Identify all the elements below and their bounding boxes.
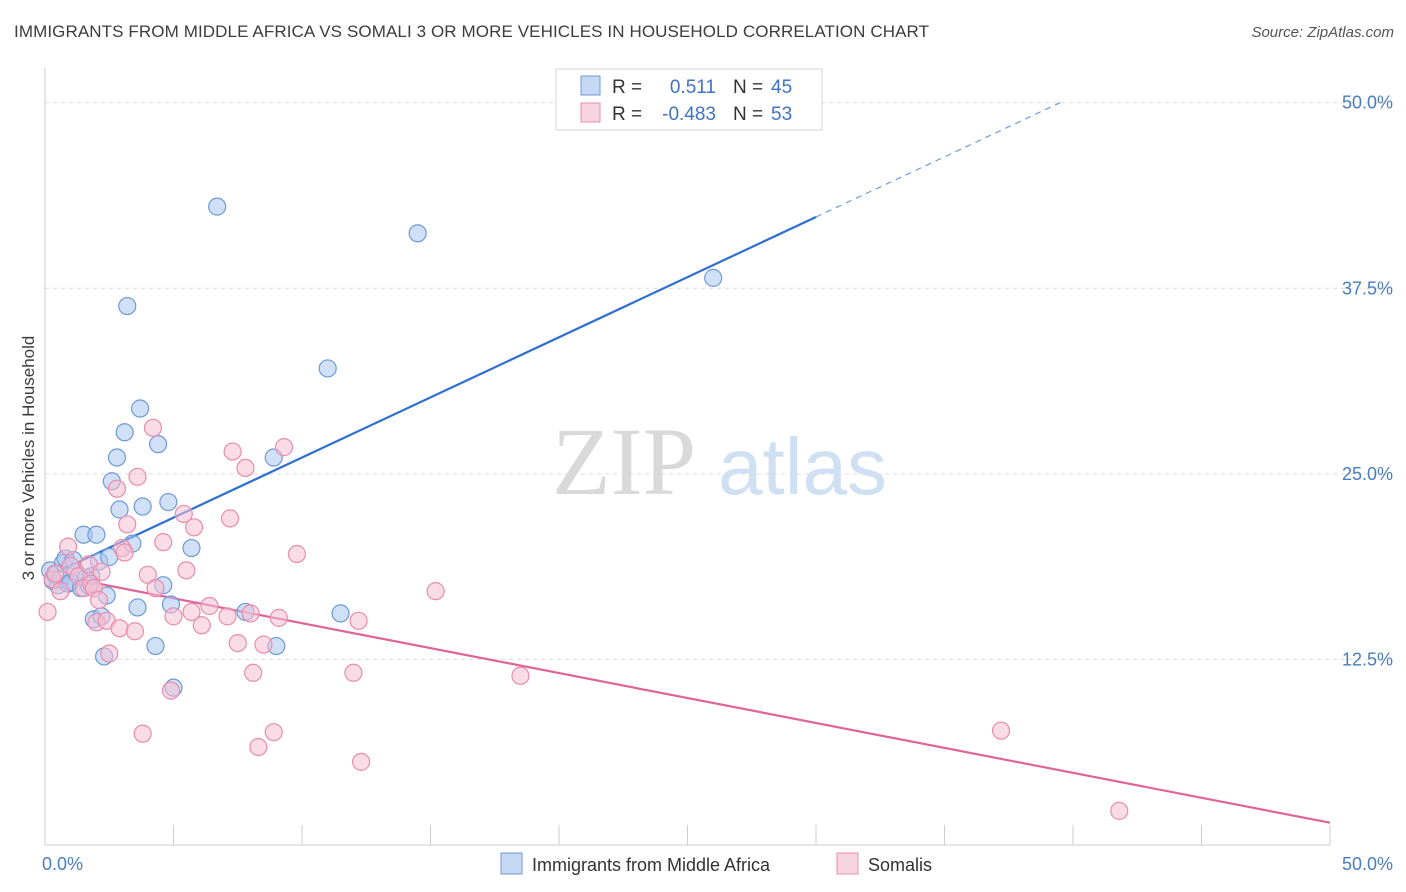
data-point <box>408 224 427 243</box>
data-point <box>349 611 368 630</box>
y-tick-label-2: 37.5% <box>1342 278 1393 298</box>
stats-r-label-middle-africa: R = <box>612 77 642 98</box>
data-point <box>344 663 363 682</box>
data-point <box>46 564 65 583</box>
data-point <box>192 616 211 635</box>
data-point <box>110 500 129 519</box>
data-point <box>92 562 111 581</box>
data-point <box>128 598 147 617</box>
data-point <box>352 752 371 771</box>
data-point <box>704 268 723 287</box>
data-point <box>426 582 445 601</box>
stats-r-value-middle-africa: 0.511 <box>670 77 716 98</box>
data-point <box>89 590 109 610</box>
data-points <box>38 197 1129 820</box>
legend-label-somalis: Somalis <box>868 855 932 875</box>
stats-r-value-somalis: -0.483 <box>662 104 716 125</box>
axes <box>44 68 1331 846</box>
data-point <box>208 197 227 216</box>
data-point <box>38 602 57 622</box>
y-tick-label-1: 25.0% <box>1342 464 1393 484</box>
stats-legend: R = 0.511 N = 45 R = -0.483 N = 53 <box>555 68 823 131</box>
data-point <box>236 458 255 478</box>
data-point <box>164 607 183 626</box>
legend-swatch-middle-africa <box>500 852 523 875</box>
data-point <box>511 666 530 685</box>
stats-r-label-somalis: R = <box>612 104 642 125</box>
data-point <box>154 533 173 552</box>
data-point <box>161 681 181 700</box>
y-axis-title: 3 or more Vehicles in Household <box>19 336 38 581</box>
legend-swatch-somalis <box>836 852 859 875</box>
data-point <box>223 442 242 461</box>
data-point <box>143 418 163 437</box>
data-point <box>228 633 247 653</box>
legend-label-middle-africa: Immigrants from Middle Africa <box>532 855 771 875</box>
data-point <box>174 504 193 524</box>
data-point <box>159 492 178 512</box>
data-point <box>177 561 196 580</box>
data-point <box>133 497 152 516</box>
data-point <box>107 448 127 467</box>
data-point <box>184 518 204 537</box>
bottom-legend: Immigrants from Middle Africa Somalis <box>500 852 932 875</box>
gridlines <box>45 102 1390 660</box>
data-point <box>118 296 137 316</box>
data-point <box>287 544 306 564</box>
data-point <box>274 438 294 457</box>
data-point <box>146 636 165 656</box>
stats-n-value-somalis: 53 <box>771 104 792 125</box>
data-point <box>254 635 273 654</box>
data-point <box>182 538 201 558</box>
data-point <box>200 596 219 616</box>
data-point <box>130 399 150 418</box>
chart-title: IMMIGRANTS FROM MIDDLE AFRICA VS SOMALI … <box>14 22 930 41</box>
watermark-atlas: atlas <box>718 422 887 511</box>
data-point <box>59 537 78 556</box>
x-tick-label-1: 50.0% <box>1342 854 1393 874</box>
data-point <box>146 579 165 598</box>
data-point <box>331 604 350 623</box>
data-point <box>87 525 106 544</box>
data-point <box>269 608 288 627</box>
trend-extension-series-0 <box>815 102 1061 218</box>
data-point <box>220 509 240 528</box>
data-point <box>218 607 237 626</box>
stats-n-label-middle-africa: N = <box>733 77 763 98</box>
data-point <box>148 435 168 454</box>
data-point <box>264 723 283 742</box>
trend-line-series-0 <box>44 216 817 579</box>
stats-n-value-middle-africa: 45 <box>771 77 792 98</box>
data-point <box>110 619 129 638</box>
data-point <box>115 543 134 562</box>
data-point <box>249 737 268 757</box>
data-point <box>118 515 137 534</box>
data-point <box>991 721 1011 740</box>
series-1-points <box>38 418 1129 820</box>
data-point <box>244 663 263 682</box>
data-point <box>241 604 260 623</box>
stats-swatch-middle-africa <box>580 75 601 96</box>
watermark-zip: ZIP <box>552 408 696 515</box>
chart-source: Source: ZipAtlas.com <box>1251 24 1394 41</box>
data-point <box>133 724 152 743</box>
data-point <box>51 582 70 601</box>
data-point <box>318 359 337 378</box>
data-point <box>100 644 119 663</box>
data-point <box>107 479 127 498</box>
x-tick-labels: 0.0% 50.0% <box>42 854 1393 874</box>
y-tick-labels: 12.5% 25.0% 37.5% 50.0% <box>1342 93 1393 670</box>
stats-swatch-somalis <box>580 102 601 123</box>
x-tick-label-0: 0.0% <box>42 854 83 874</box>
data-point <box>1110 801 1129 820</box>
data-point <box>125 622 145 641</box>
y-tick-label-3: 50.0% <box>1342 93 1393 113</box>
data-point <box>115 423 134 442</box>
data-point <box>182 602 201 622</box>
data-point <box>138 565 157 584</box>
data-point <box>128 467 147 486</box>
stats-n-label-somalis: N = <box>733 104 763 125</box>
y-tick-label-0: 12.5% <box>1342 649 1393 669</box>
